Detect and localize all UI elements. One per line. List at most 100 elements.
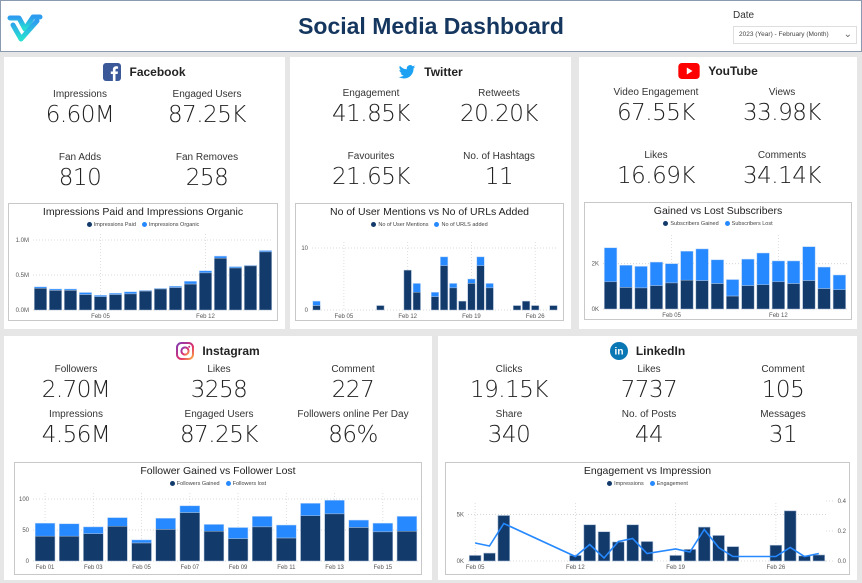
bar-impressions[interactable] [683, 549, 697, 562]
bar-segment-primary[interactable] [94, 296, 107, 311]
bar-segment-secondary[interactable] [312, 300, 321, 306]
legend-item[interactable]: Subscribers Lost [724, 221, 773, 227]
bar-segment-secondary[interactable] [802, 246, 816, 281]
bar-segment-primary[interactable] [726, 295, 740, 310]
bar-segment-secondary[interactable] [131, 539, 152, 544]
bar-segment-primary[interactable] [376, 305, 385, 311]
bar-segment-secondary[interactable] [449, 283, 458, 289]
bar-segment-secondary[interactable] [832, 274, 846, 290]
bar-segment-secondary[interactable] [787, 260, 801, 284]
bar-segment-primary[interactable] [412, 292, 421, 311]
bar-segment-primary[interactable] [312, 305, 321, 311]
bar-segment-secondary[interactable] [649, 261, 663, 286]
bar-segment-primary[interactable] [467, 283, 476, 311]
bar-segment-primary[interactable] [348, 527, 369, 562]
bar-segment-primary[interactable] [184, 283, 197, 311]
bar-segment-secondary[interactable] [412, 283, 421, 293]
bar-impressions[interactable] [626, 524, 639, 562]
bar-segment-secondary[interactable] [817, 266, 831, 289]
bar-segment-primary[interactable] [802, 280, 816, 310]
bar-segment-secondary[interactable] [440, 256, 449, 266]
bar-segment-secondary[interactable] [34, 522, 56, 537]
bar-segment-primary[interactable] [276, 537, 297, 562]
bar-segment-primary[interactable] [79, 294, 92, 311]
bar-segment-primary[interactable] [229, 267, 242, 311]
chart-follower-gained-vs-lost[interactable]: Follower Gained vs Follower Lost Followe… [14, 462, 422, 575]
bar-segment-primary[interactable] [203, 530, 225, 562]
legend-item[interactable]: Followers Gained [169, 481, 220, 487]
bar-segment-secondary[interactable] [634, 266, 648, 289]
bar-segment-primary[interactable] [34, 535, 56, 562]
bar-segment-primary[interactable] [49, 290, 62, 311]
bar-segment-primary[interactable] [531, 305, 540, 311]
bar-segment-primary[interactable] [431, 296, 439, 311]
legend-item[interactable]: Subscribers Gained [663, 221, 719, 227]
bar-segment-primary[interactable] [155, 529, 176, 562]
bar-segment-secondary[interactable] [79, 292, 92, 295]
bar-segment-primary[interactable] [396, 530, 418, 562]
bar-segment-primary[interactable] [604, 281, 618, 310]
bar-segment-secondary[interactable] [124, 291, 137, 295]
bar-segment-secondary[interactable] [203, 524, 225, 532]
bar-segment-secondary[interactable] [179, 505, 200, 513]
chart-mentions-vs-urls[interactable]: No of User Mentions vs No of URLs Added … [295, 203, 564, 321]
bar-segment-primary[interactable] [680, 279, 694, 310]
bar-impressions[interactable] [468, 555, 482, 562]
bar-segment-primary[interactable] [252, 526, 273, 562]
bar-impressions[interactable] [583, 524, 596, 562]
bar-segment-primary[interactable] [169, 287, 182, 311]
bar-segment-primary[interactable] [227, 538, 249, 562]
bar-segment-primary[interactable] [522, 300, 531, 311]
bar-segment-primary[interactable] [549, 305, 558, 311]
bar-segment-primary[interactable] [139, 290, 152, 311]
bar-segment-primary[interactable] [324, 513, 345, 562]
bar-segment-secondary[interactable] [155, 517, 176, 530]
bar-segment-secondary[interactable] [710, 259, 724, 284]
bar-segment-secondary[interactable] [485, 283, 494, 289]
bar-impressions[interactable] [812, 554, 826, 562]
bar-segment-primary[interactable] [199, 272, 212, 311]
bar-segment-primary[interactable] [109, 294, 122, 311]
bar-segment-primary[interactable] [83, 533, 104, 562]
legend-item[interactable]: Impressions Organic [141, 222, 199, 228]
bar-segment-primary[interactable] [64, 290, 77, 311]
bar-segment-primary[interactable] [771, 281, 785, 310]
bar-segment-primary[interactable] [259, 251, 272, 311]
bar-segment-primary[interactable] [131, 542, 152, 562]
bar-segment-primary[interactable] [179, 512, 200, 562]
bar-segment-primary[interactable] [832, 289, 846, 310]
bar-segment-secondary[interactable] [396, 516, 418, 532]
bar-segment-secondary[interactable] [348, 519, 369, 528]
bar-segment-primary[interactable] [372, 531, 393, 562]
bar-segment-secondary[interactable] [227, 527, 249, 539]
bar-segment-secondary[interactable] [300, 503, 321, 516]
bar-segment-primary[interactable] [695, 280, 709, 310]
bar-impressions[interactable] [698, 526, 711, 562]
chart-impressions-paid-organic[interactable]: Impressions Paid and Impressions Organic… [8, 203, 278, 321]
bar-segment-secondary[interactable] [467, 278, 476, 284]
bar-segment-primary[interactable] [440, 265, 449, 311]
bar-segment-secondary[interactable] [665, 263, 679, 284]
bar-segment-secondary[interactable] [59, 523, 80, 537]
bar-segment-primary[interactable] [449, 287, 458, 311]
chart-gained-vs-lost-subscribers[interactable]: Gained vs Lost Subscribers Subscribers G… [584, 202, 852, 320]
bar-segment-primary[interactable] [214, 257, 227, 311]
bar-segment-secondary[interactable] [604, 247, 618, 283]
bar-segment-primary[interactable] [107, 526, 128, 562]
bar-segment-primary[interactable] [403, 269, 412, 311]
bar-impressions[interactable] [640, 541, 654, 562]
bar-segment-secondary[interactable] [771, 260, 785, 283]
bar-segment-secondary[interactable] [726, 279, 740, 297]
bar-segment-secondary[interactable] [431, 292, 439, 297]
bar-segment-primary[interactable] [244, 265, 257, 311]
bar-segment-secondary[interactable] [184, 281, 197, 285]
legend-item[interactable]: Engagement [649, 481, 688, 487]
bar-segment-secondary[interactable] [695, 248, 709, 281]
bar-segment-secondary[interactable] [324, 499, 345, 515]
bar-impressions[interactable] [569, 555, 582, 562]
bar-impressions[interactable] [597, 531, 611, 562]
bar-segment-secondary[interactable] [276, 524, 297, 539]
bar-segment-secondary[interactable] [199, 270, 212, 274]
legend-item[interactable]: Impressions Paid [86, 222, 136, 228]
bar-impressions[interactable] [669, 555, 682, 562]
